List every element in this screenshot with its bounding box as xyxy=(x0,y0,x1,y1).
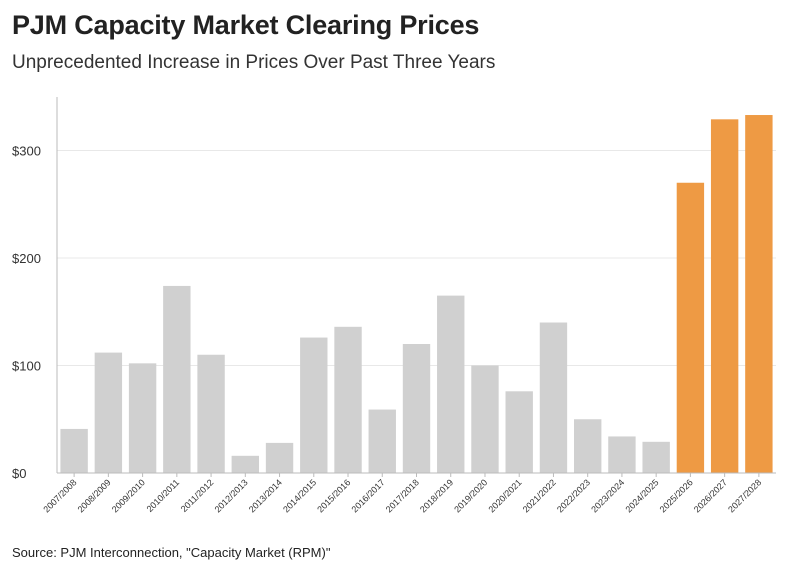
bar-2021-2022 xyxy=(539,322,568,473)
chart-title: PJM Capacity Market Clearing Prices xyxy=(12,10,480,40)
bar-2013-2014 xyxy=(265,442,294,473)
x-tick-label: 2017/2018 xyxy=(384,477,421,514)
bar-2019-2020 xyxy=(471,365,499,473)
bar-2025-2026 xyxy=(676,182,705,473)
x-tick-label: 2026/2027 xyxy=(692,477,729,514)
x-tick-label: 2007/2008 xyxy=(41,477,78,514)
y-tick-labels: $0 $100 $200 $300 xyxy=(12,144,41,482)
x-tick-label: 2008/2009 xyxy=(76,477,113,514)
x-tick-label: 2016/2017 xyxy=(350,477,387,514)
x-tick-label: 2012/2013 xyxy=(213,477,250,514)
x-tick-label: 2009/2010 xyxy=(110,477,147,514)
x-tick-label: 2011/2012 xyxy=(179,477,216,514)
bar-2017-2018 xyxy=(402,344,431,473)
bar-2014-2015 xyxy=(300,337,328,473)
bar-2011-2012 xyxy=(197,354,225,473)
bar-2009-2010 xyxy=(128,363,157,473)
x-tick-label: 2019/2020 xyxy=(452,477,489,514)
x-tick-label: 2014/2015 xyxy=(281,477,318,514)
bar-2008-2009 xyxy=(94,352,123,473)
x-tick-label: 2024/2025 xyxy=(623,477,660,514)
x-tick-label: 2018/2019 xyxy=(418,477,455,514)
bar-2026-2027 xyxy=(710,119,739,473)
x-tick-label: 2027/2028 xyxy=(726,477,763,514)
bar-2010-2011 xyxy=(163,285,191,473)
bar-2022-2023 xyxy=(573,419,602,473)
bar-2024-2025 xyxy=(642,441,670,473)
bar-2007-2008 xyxy=(60,428,88,473)
chart-subtitle: Unprecedented Increase in Prices Over Pa… xyxy=(12,52,496,73)
x-tick-label: 2020/2021 xyxy=(486,477,523,514)
x-tick-label: 2025/2026 xyxy=(658,477,695,514)
x-tick-label: 2023/2024 xyxy=(589,477,626,514)
x-tick-labels: 2007/20082008/20092009/20102010/20112011… xyxy=(41,477,763,514)
axes xyxy=(56,97,776,477)
bar-2016-2017 xyxy=(368,409,396,473)
y-tick-label: $300 xyxy=(12,144,41,159)
x-tick-label: 2013/2014 xyxy=(247,477,284,514)
bar-2023-2024 xyxy=(608,436,636,473)
y-tick-label: $200 xyxy=(12,251,41,266)
bar-2027-2028 xyxy=(745,115,773,474)
bar-2020-2021 xyxy=(505,391,533,473)
source-note: Source: PJM Interconnection, "Capacity M… xyxy=(12,545,331,560)
x-tick-label: 2021/2022 xyxy=(521,477,558,514)
y-tick-label: $0 xyxy=(12,466,26,481)
bars xyxy=(60,115,773,474)
bar-2015-2016 xyxy=(334,326,362,473)
x-tick-label: 2015/2016 xyxy=(315,477,352,514)
x-tick-label: 2022/2023 xyxy=(555,477,592,514)
y-tick-label: $100 xyxy=(12,359,41,374)
bar-2012-2013 xyxy=(231,455,260,473)
x-tick-label: 2010/2011 xyxy=(145,477,182,514)
bar-2018-2019 xyxy=(437,295,465,473)
